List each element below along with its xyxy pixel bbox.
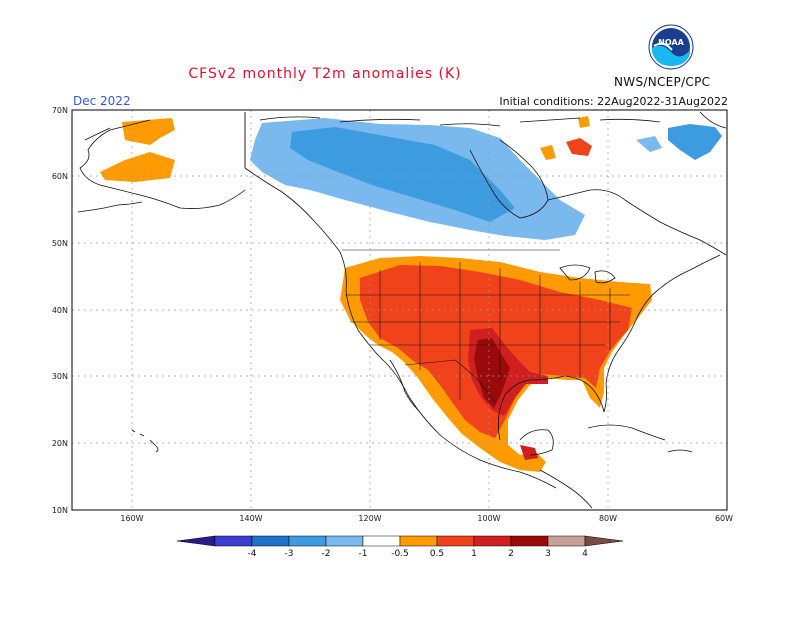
- latitude-labels: 70N 60N 50N 40N 30N 20N 10N: [52, 106, 68, 515]
- lon-label: 60W: [715, 514, 733, 523]
- map-title: CFSv2 monthly T2m anomalies (K): [188, 66, 462, 82]
- lon-label: 160W: [120, 514, 143, 523]
- graticule: [72, 110, 727, 510]
- political-boundaries: [244, 112, 630, 403]
- longitude-labels: 160W 140W 120W 100W 80W 60W: [120, 514, 733, 523]
- colorbar-swatch: [547, 535, 586, 547]
- agency-label: NWS/NCEP/CPC: [614, 75, 711, 89]
- anomaly-shading: [100, 116, 722, 472]
- colorbar: -4 -3 -2 -1 -0.5 0.5 1 2 3 4: [176, 535, 624, 559]
- initial-conditions-label: Initial conditions: 22Aug2022-31Aug2022: [499, 95, 728, 108]
- lat-label: 60N: [52, 172, 68, 181]
- colorbar-tick-label: 4: [582, 549, 588, 559]
- colorbar-tick-label: -1: [359, 549, 368, 559]
- lat-label: 70N: [52, 106, 68, 115]
- svg-text:NOAA: NOAA: [658, 38, 684, 47]
- colorbar-tick-label: 0.5: [430, 549, 444, 559]
- colorbar-swatch: [473, 535, 512, 547]
- lat-label: 10N: [52, 506, 68, 515]
- colorbar-tick-label: -4: [248, 549, 257, 559]
- colorbar-swatch: [436, 535, 475, 547]
- colorbar-tick-label: -0.5: [391, 549, 409, 559]
- colorbar-swatch: [510, 535, 549, 547]
- colorbar-tick-label: -3: [285, 549, 294, 559]
- lat-label: 30N: [52, 372, 68, 381]
- colorbar-swatch: [325, 535, 364, 547]
- lon-label: 140W: [239, 514, 262, 523]
- lon-label: 80W: [599, 514, 617, 523]
- colorbar-tick-label: 1: [471, 549, 477, 559]
- valid-month-label: Dec 2022: [73, 94, 131, 108]
- lon-label: 100W: [477, 514, 500, 523]
- noaa-logo-icon: NOAA: [648, 24, 694, 70]
- colorbar-swatch: [288, 535, 327, 547]
- colorbar-swatch: [399, 535, 438, 547]
- colorbar-tick-label: 3: [545, 549, 551, 559]
- lat-label: 40N: [52, 306, 68, 315]
- lat-label: 50N: [52, 239, 68, 248]
- colorbar-tick-label: 2: [508, 549, 514, 559]
- colorbar-swatch: [362, 535, 401, 547]
- lat-label: 20N: [52, 439, 68, 448]
- colorbar-swatch: [251, 535, 290, 547]
- colorbar-tick-label: -2: [322, 549, 331, 559]
- lon-label: 120W: [358, 514, 381, 523]
- colorbar-min-arrow: [176, 535, 216, 547]
- colorbar-max-arrow: [584, 535, 624, 547]
- colorbar-swatch: [214, 535, 253, 547]
- map-frame: [71, 109, 728, 511]
